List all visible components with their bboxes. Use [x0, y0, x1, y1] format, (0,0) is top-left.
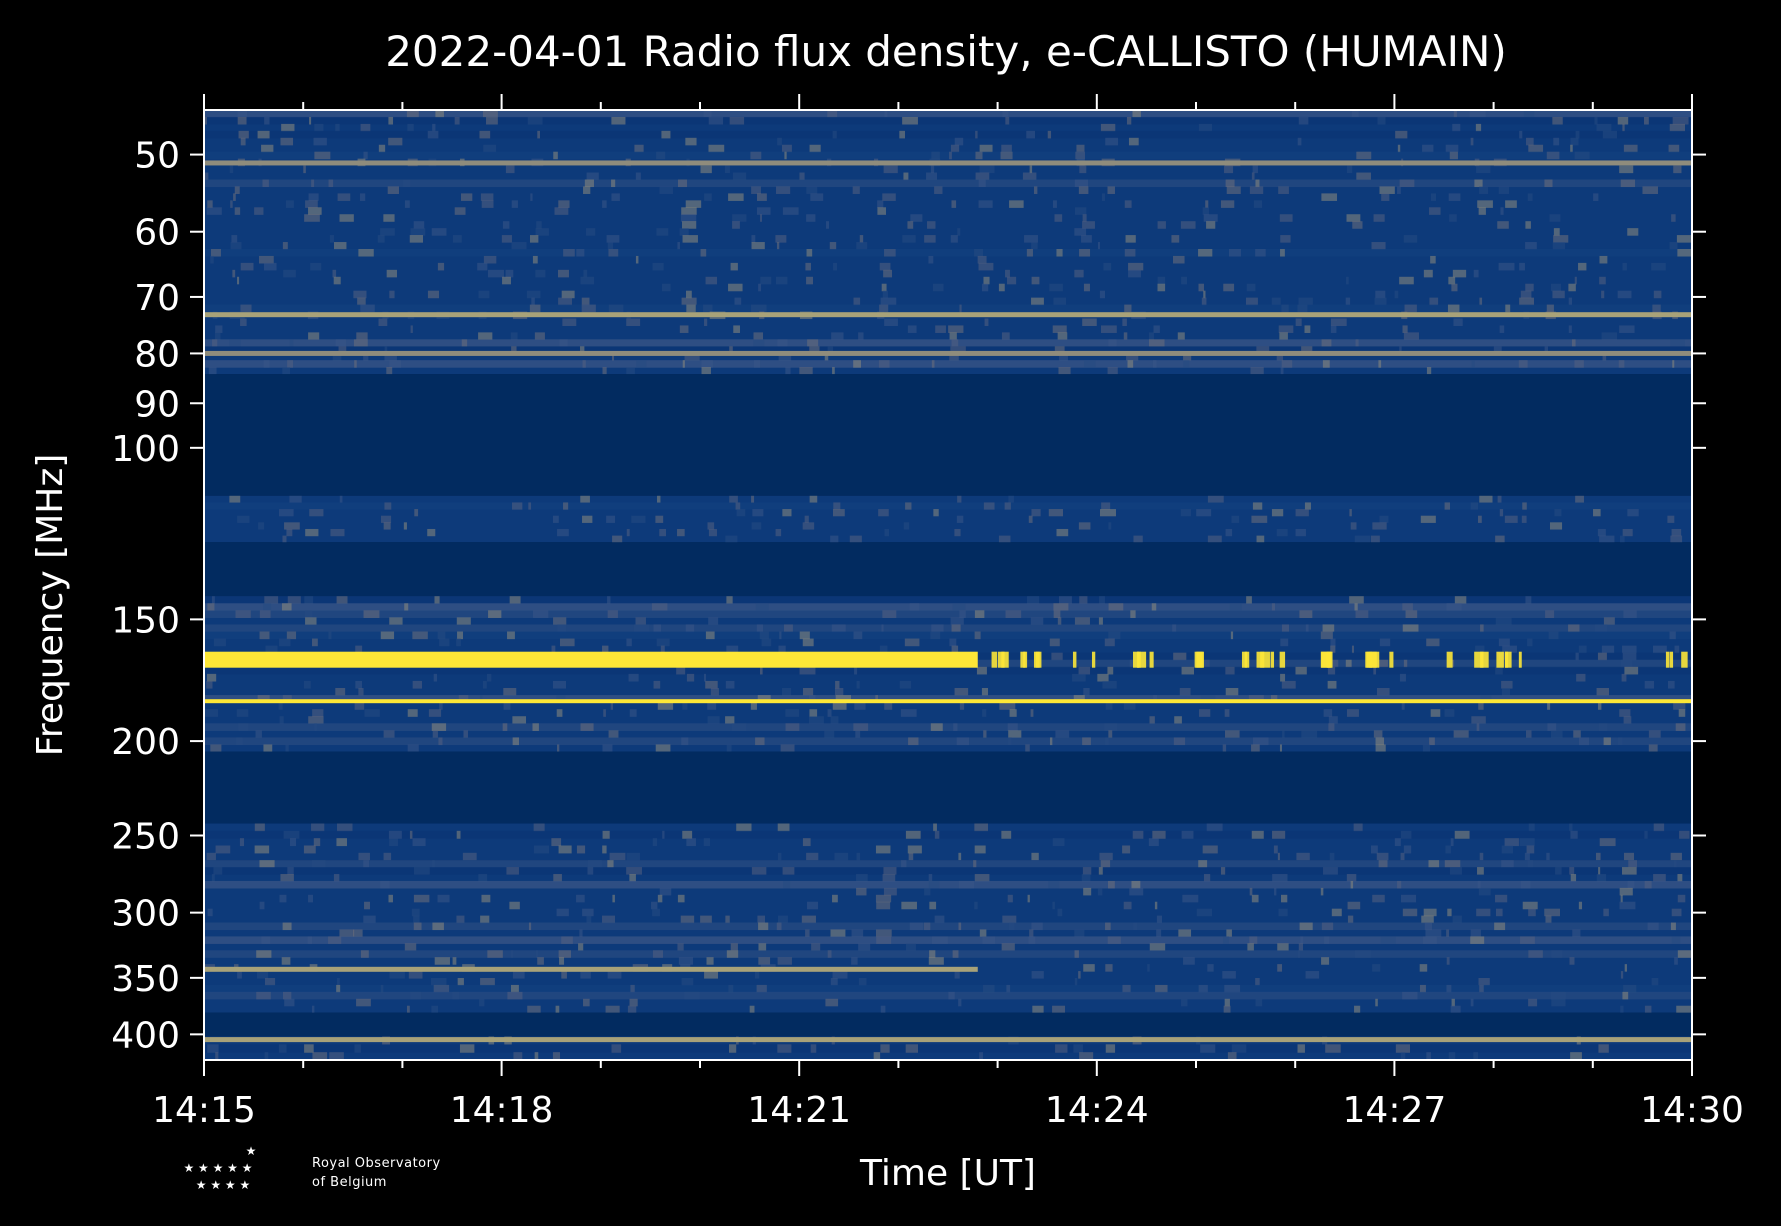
interference-line-2	[204, 312, 1692, 318]
spectrum-band-5	[204, 751, 1692, 824]
y-tick-label: 250	[111, 817, 180, 858]
spectrum-band-0	[204, 110, 1693, 375]
interference-line-6	[204, 1037, 1692, 1043]
spectrum-band-6	[204, 823, 1692, 861]
svg-text:★ ★ ★ ★: ★ ★ ★ ★	[196, 1178, 250, 1192]
spectrum-band-4	[204, 596, 1692, 753]
y-axis-label: Frequency [MHz]	[30, 454, 71, 757]
stars-icon: ★ ★ ★ ★ ★ ★ ★ ★ ★ ★	[183, 1144, 256, 1192]
y-tick-label: 60	[134, 213, 180, 254]
x-axis-label: Time [UT]	[859, 1153, 1036, 1194]
x-tick-label: 14:27	[1343, 1090, 1447, 1131]
y-tick-label: 80	[134, 334, 180, 375]
interference-line-3	[204, 160, 1692, 166]
interference-line-5	[204, 966, 978, 972]
x-tick-label: 14:30	[1640, 1090, 1744, 1131]
y-tick-label: 90	[134, 384, 180, 425]
svg-text:★: ★	[246, 1144, 257, 1158]
spectrum-band-8	[204, 1012, 1692, 1037]
y-tick-label: 150	[111, 600, 180, 641]
y-tick-label: 300	[111, 894, 180, 935]
spectrum-band-3	[204, 542, 1692, 597]
interference-line-0	[204, 651, 978, 668]
y-tick-label: 100	[111, 429, 180, 470]
y-tick-label: 50	[134, 136, 180, 177]
spectrum-band-2	[204, 495, 1692, 543]
interference-line-1	[204, 699, 1692, 704]
y-tick-label: 70	[134, 278, 180, 319]
plot-frame	[203, 109, 1693, 1061]
y-tick-label: 400	[111, 1015, 180, 1056]
interference-line-4	[204, 350, 1692, 356]
svg-text:★ ★ ★ ★ ★: ★ ★ ★ ★ ★	[183, 1161, 252, 1175]
x-tick-label: 14:18	[450, 1090, 554, 1131]
observatory-logo: ★ ★ ★ ★ ★ ★ ★ ★ ★ ★ Royal Observatory of…	[183, 1144, 440, 1192]
x-tick-label: 14:24	[1045, 1090, 1149, 1131]
spectrum-band-7	[204, 860, 1693, 1014]
x-tick-label: 14:15	[152, 1090, 256, 1131]
logo-line-1: Royal Observatory	[312, 1156, 441, 1171]
x-axis: 14:15 14:18 14:21 14:24 14:27 14:30	[152, 94, 1744, 1131]
plot-area	[203, 109, 1693, 1061]
y-tick-label: 200	[111, 722, 180, 763]
logo-line-2: of Belgium	[312, 1175, 387, 1190]
chart-title: 2022-04-01 Radio flux density, e-CALLIST…	[385, 27, 1507, 76]
x-tick-label: 14:21	[747, 1090, 851, 1131]
y-tick-label: 350	[111, 959, 180, 1000]
spectrum-band-1	[204, 374, 1692, 496]
